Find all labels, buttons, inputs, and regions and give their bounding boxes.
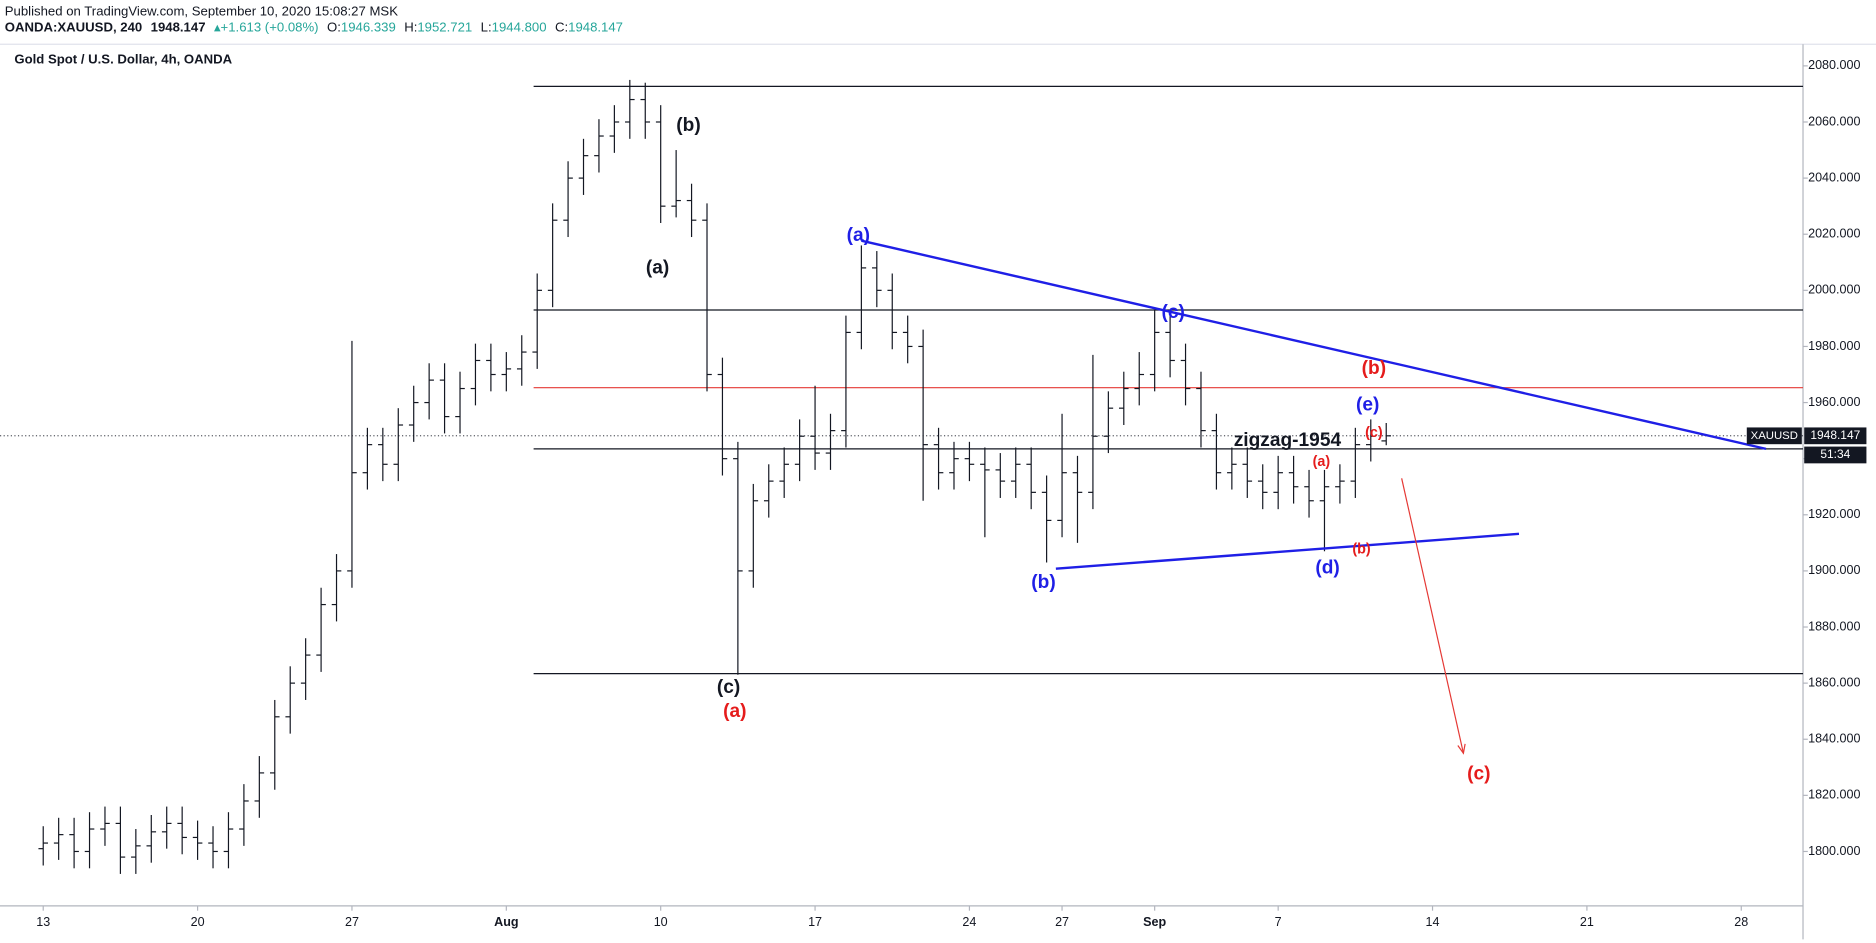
- x-tick-label: Aug: [494, 915, 518, 929]
- y-tick-label: 1820.000: [1808, 788, 1860, 802]
- y-tick-label: 1800.000: [1808, 844, 1860, 858]
- published-note: Published on TradingView.com, September …: [5, 3, 398, 18]
- y-tick-label: 1840.000: [1808, 732, 1860, 746]
- x-tick-label: 10: [654, 915, 668, 929]
- trendline: [1055, 532, 1520, 570]
- symbol: OANDA:XAUUSD, 240: [5, 20, 142, 35]
- y-tick-label: 2060.000: [1808, 114, 1860, 128]
- wave-label: (a): [646, 258, 669, 279]
- wave-label: (c): [1365, 425, 1383, 441]
- x-tick-label: 17: [808, 915, 822, 929]
- wave-label: (b): [1352, 541, 1371, 557]
- y-tick-label: 2040.000: [1808, 170, 1860, 184]
- y-tick-label: 1980.000: [1808, 339, 1860, 353]
- ohlc-value: 1944.800: [492, 20, 547, 35]
- x-tick-label: 14: [1426, 915, 1440, 929]
- y-tick-label: 1860.000: [1808, 675, 1860, 689]
- symbol-line: OANDA:XAUUSD, 240 1948.147 ▴+1.613 (+0.0…: [5, 20, 623, 35]
- y-tick-label: 2000.000: [1808, 283, 1860, 297]
- y-tick-label: 1900.000: [1808, 563, 1860, 577]
- wave-label: (a): [723, 701, 746, 722]
- x-tick-label: 28: [1734, 915, 1748, 929]
- ohlc-value: 1946.339: [341, 20, 396, 35]
- price-tag-bg: [1804, 427, 1867, 445]
- x-tick-label: 27: [1055, 915, 1069, 929]
- ohlc-label: C:: [555, 20, 568, 35]
- x-tick-label: Sep: [1143, 915, 1166, 929]
- change: +1.613 (+0.08%): [221, 20, 319, 35]
- wave-label: (c): [717, 677, 740, 698]
- countdown-bg: [1804, 446, 1867, 464]
- ohlc-value: 1948.147: [568, 20, 623, 35]
- wave-label: (c): [1467, 763, 1490, 784]
- price-tag-symbol-bg: [1746, 427, 1802, 445]
- y-tick-label: 1960.000: [1808, 395, 1860, 409]
- wave-label: zigzag-1954: [1234, 430, 1342, 451]
- x-tick-label: 20: [191, 915, 205, 929]
- price-tag: 1948.147: [1810, 428, 1860, 442]
- wave-label: (b): [676, 115, 700, 136]
- y-tick-label: 2080.000: [1808, 58, 1860, 72]
- ohlc-label: L:: [481, 20, 492, 35]
- y-tick-label: 1880.000: [1808, 619, 1860, 633]
- price-tag-symbol: XAUUSD: [1751, 430, 1798, 442]
- price: 1948.147: [151, 20, 206, 35]
- ohlc-label: H:: [404, 20, 417, 35]
- x-tick-label: 21: [1580, 915, 1594, 929]
- arrow-head: [1457, 743, 1466, 755]
- trendline: [861, 239, 1767, 451]
- y-tick-label: 2020.000: [1808, 227, 1860, 241]
- y-tick-label: 1920.000: [1808, 507, 1860, 521]
- ohlc-value: 1952.721: [417, 20, 472, 35]
- ohlc-label: O:: [327, 20, 341, 35]
- x-tick-label: 13: [36, 915, 50, 929]
- wave-label: (e): [1356, 394, 1379, 415]
- wave-label: (b): [1362, 358, 1386, 379]
- wave-label: (d): [1315, 558, 1339, 579]
- x-tick-label: 7: [1275, 915, 1282, 929]
- wave-label: (b): [1031, 572, 1055, 593]
- x-tick-label: 27: [345, 915, 359, 929]
- wave-label: (a): [847, 225, 870, 246]
- wave-label: (a): [1313, 454, 1331, 470]
- trendline: [1401, 478, 1464, 754]
- countdown: 51:34: [1820, 447, 1850, 461]
- change: ▴: [214, 20, 221, 35]
- x-tick-label: 24: [962, 915, 976, 929]
- wave-label: (c): [1162, 302, 1185, 323]
- chart-title: Gold Spot / U.S. Dollar, 4h, OANDA: [14, 51, 232, 66]
